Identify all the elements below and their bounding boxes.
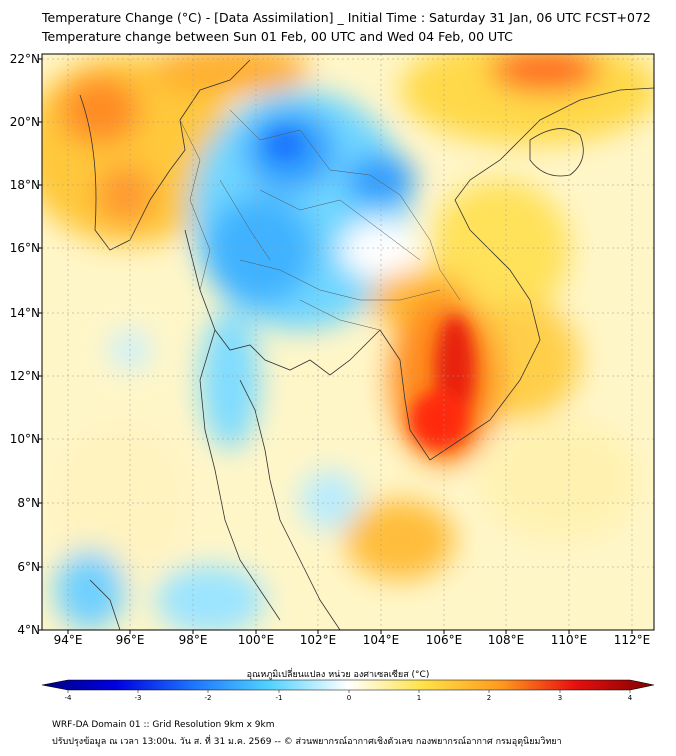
colorbar-ticks: [67, 690, 631, 693]
map-subtitle: Temperature change between Sun 01 Feb, 0…: [42, 29, 513, 44]
lon-label: 110°E: [550, 633, 588, 647]
axis-ticks: [38, 58, 633, 634]
gridlines: [42, 54, 654, 630]
colorbar-tick-label: -2: [204, 694, 212, 702]
lon-label: 100°E: [237, 633, 275, 647]
footer-credit: ปรับปรุงข้อมูล ณ เวลา 13:00น. วัน ส. ที่…: [52, 737, 562, 747]
lon-label: 98°E: [178, 633, 208, 647]
lat-label: 4°N: [17, 623, 40, 637]
temperature-field: [42, 54, 654, 630]
colorbar-tick-label: -4: [64, 694, 72, 702]
lon-label: 96°E: [115, 633, 145, 647]
lat-label: 8°N: [17, 496, 40, 510]
colorbar-tick-label: 1: [416, 694, 422, 702]
lat-label: 12°N: [9, 369, 40, 383]
coastlines: [79, 59, 654, 630]
lon-label: 102°E: [299, 633, 337, 647]
colorbar-title: อุณหภูมิเปลี่ยนแปลง หน่วย องศาเซลเซียส (…: [246, 670, 430, 680]
lon-label: 108°E: [487, 633, 525, 647]
map-frame: [41, 53, 655, 631]
lon-label: 106°E: [425, 633, 463, 647]
footer-model-info: WRF-DA Domain 01 :: Grid Resolution 9km …: [52, 720, 275, 730]
admin-borders: [179, 109, 461, 331]
colorbar-tick-label: 0: [346, 694, 352, 702]
lon-label: 112°E: [613, 633, 651, 647]
colorbar-tick-label: 2: [486, 694, 492, 702]
lon-label: 94°E: [53, 633, 83, 647]
colorbar-tick-label: 3: [557, 694, 563, 702]
hot-core: [267, 130, 475, 450]
colorbar-gradient: [41, 679, 655, 691]
map-title: Temperature Change (°C) - [Data Assimila…: [42, 10, 651, 25]
lat-label: 6°N: [17, 560, 40, 574]
lon-label: 104°E: [362, 633, 400, 647]
lat-label: 20°N: [9, 115, 40, 129]
lat-label: 22°N: [9, 52, 40, 66]
lat-label: 10°N: [9, 432, 40, 446]
lat-label: 16°N: [9, 241, 40, 255]
lat-label: 18°N: [9, 178, 40, 192]
lat-label: 14°N: [9, 306, 40, 320]
colorbar-tick-label: 4: [627, 694, 633, 702]
colorbar-tick-label: -1: [275, 694, 283, 702]
colorbar-tick-label: -3: [134, 694, 142, 702]
